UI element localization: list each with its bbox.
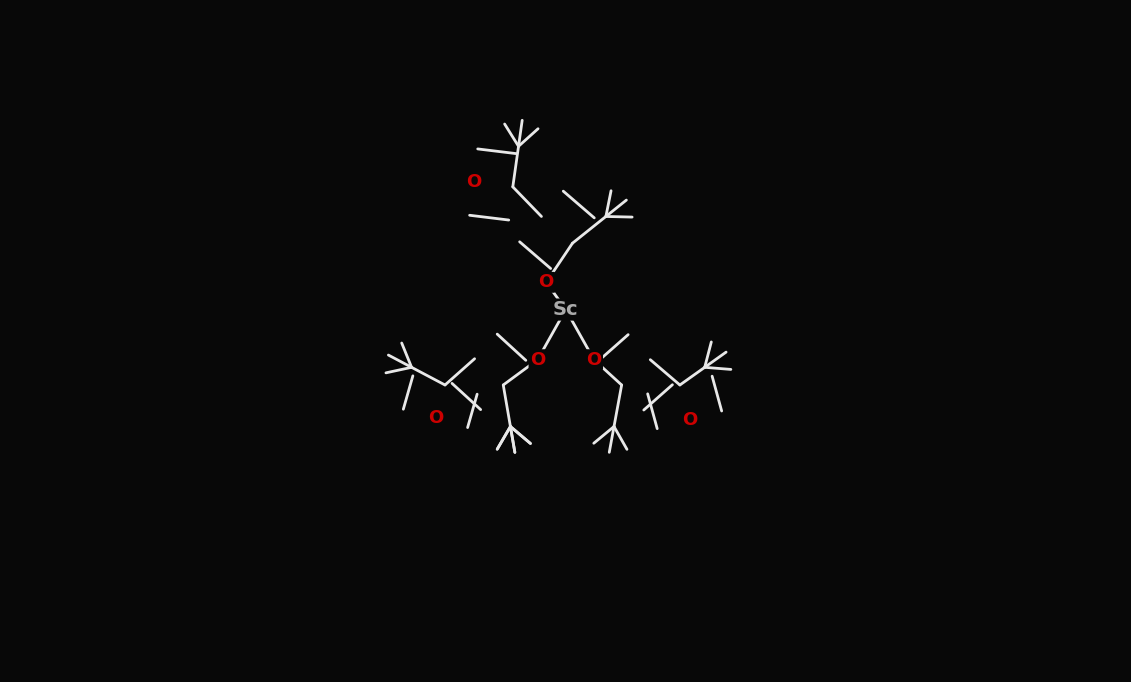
Text: Sc: Sc — [553, 300, 579, 319]
Text: O: O — [428, 409, 443, 428]
Text: O: O — [530, 351, 545, 369]
Text: O: O — [682, 411, 697, 429]
Text: O: O — [466, 173, 482, 191]
Text: O: O — [538, 273, 554, 291]
Text: O: O — [586, 351, 602, 369]
